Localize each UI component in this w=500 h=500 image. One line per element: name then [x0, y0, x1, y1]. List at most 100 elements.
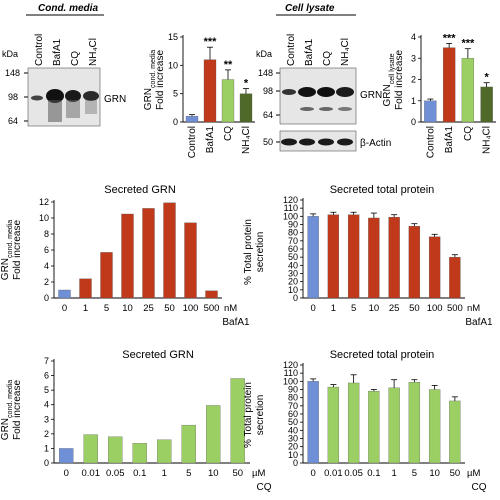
y-tick-label: 50	[288, 252, 298, 262]
y-axis-label-subscript: cell lysate	[389, 53, 396, 84]
y-tick-label: 110	[284, 203, 298, 213]
blot-cell-lysate-header: Cell lysate	[285, 3, 335, 14]
blot-cell-lysate-actin-band	[318, 138, 334, 146]
y-tick-label: 30	[288, 434, 298, 444]
y-tick-label: 90	[288, 220, 298, 230]
x-tick-label: 50	[164, 303, 175, 314]
y-tick-label: 80	[288, 228, 298, 238]
blot-cond-media-lane-label: Control	[34, 34, 45, 66]
y-axis-label: % Total protein	[243, 219, 254, 285]
bar	[83, 434, 98, 464]
bar	[408, 381, 421, 464]
x-tick-label: 500	[204, 303, 220, 314]
x-unit-label: nM	[467, 303, 480, 314]
bar	[205, 290, 218, 299]
x-axis-label: CQ	[472, 482, 487, 493]
y-tick-label: 1	[44, 443, 49, 453]
x-tick-label: BafA1	[205, 126, 216, 154]
x-tick-label: Control	[425, 126, 436, 158]
y-axis-label-subscript: cond. media	[150, 50, 157, 88]
y-tick-label: 20	[288, 277, 298, 287]
y-axis-label: GRNcond. media	[0, 220, 14, 280]
y-axis-label: GRNcond. media	[143, 50, 157, 110]
blot-cell-lysate-lane-label: Control	[286, 34, 297, 66]
blot-cond-media-marker-98: 98	[8, 92, 18, 102]
x-tick-label: 0	[62, 303, 67, 314]
bar	[347, 214, 360, 299]
bar	[307, 381, 319, 464]
y-tick-label: 10	[39, 213, 49, 223]
blot-cell-lysate-actin-band	[281, 138, 297, 146]
bar	[408, 225, 421, 299]
y-tick-label: 3	[44, 414, 49, 424]
x-tick-label: 500	[447, 303, 463, 314]
y-tick-label: 40	[288, 260, 298, 270]
blot-cell-lysate-band	[338, 107, 352, 111]
blot-cond-media-band-label: GRN	[104, 94, 126, 105]
y-tick-label: 0	[411, 117, 416, 127]
blot-cond-media-smear	[85, 100, 97, 114]
chart-title: Secreted total protein	[330, 184, 435, 196]
blot-cell-lysate-band	[336, 87, 354, 97]
y-axis-label-line2: Fold increase	[12, 220, 23, 280]
x-tick-label: 0.1	[367, 468, 380, 479]
x-tick-label: 0	[64, 468, 69, 479]
blot-cond-media-lane-label: NH₄Cl	[88, 38, 99, 66]
blot-cond-media-lane-label: CQ	[70, 51, 81, 66]
bar	[157, 439, 172, 464]
blot-cell-lysate-actin-band	[299, 138, 315, 146]
y-tick-label: 4	[44, 400, 49, 410]
bar	[142, 208, 155, 299]
y-tick-label: 0	[173, 117, 178, 127]
blot-cond-media-band	[46, 89, 64, 103]
bar	[449, 400, 461, 464]
x-tick-label: CQ	[223, 126, 234, 141]
x-unit-label: µM	[252, 468, 265, 479]
bar	[388, 216, 400, 299]
y-tick-label: 6	[44, 245, 49, 255]
bar	[230, 378, 245, 464]
y-tick-label: 120	[283, 195, 298, 205]
x-tick-label: 100	[427, 303, 443, 314]
x-tick-label: 0.01	[324, 468, 343, 479]
x-tick-label: 1	[331, 303, 336, 314]
bar	[428, 389, 441, 464]
bar	[206, 405, 221, 464]
bar	[368, 390, 380, 464]
x-tick-label: 0	[310, 303, 315, 314]
bar	[203, 59, 217, 123]
y-tick-label: 50	[288, 417, 298, 427]
x-tick-label: 5	[104, 303, 109, 314]
blot-cond-media-smear	[48, 100, 62, 122]
y-tick-label: 60	[288, 409, 298, 419]
y-axis-label-main: % Total protein	[243, 382, 254, 448]
y-tick-label: 10	[288, 450, 298, 460]
y-tick-label: 0	[44, 458, 49, 468]
y-tick-label: 2	[44, 277, 49, 287]
y-axis-label-main: GRN	[382, 84, 393, 106]
y-tick-label: 6	[44, 371, 49, 381]
y-tick-label: 100	[283, 211, 298, 221]
y-tick-label: 10	[168, 60, 178, 70]
significance-marker: *	[244, 78, 249, 90]
x-axis-label: CQ	[257, 482, 272, 493]
chart-title: Secreted GRN	[104, 184, 176, 196]
bar	[181, 424, 196, 464]
blot-cond-media-marker-64: 64	[8, 116, 18, 126]
y-axis-label-line2: secretion	[255, 395, 266, 436]
x-tick-label: 10	[369, 303, 380, 314]
blot-cell-lysate-marker-64: 64	[263, 110, 273, 120]
bar	[132, 443, 147, 464]
y-tick-label: 40	[288, 425, 298, 435]
y-axis-label-line2: Fold increase	[12, 380, 23, 440]
x-tick-label: 0.01	[82, 468, 101, 479]
y-tick-label: 110	[284, 368, 298, 378]
x-unit-label: nM	[224, 303, 237, 314]
y-tick-label: 4	[411, 32, 416, 42]
blot-cond-media-smear	[66, 100, 80, 118]
y-tick-label: 10	[288, 285, 298, 295]
bar	[100, 252, 113, 299]
x-tick-label: CQ	[463, 126, 474, 141]
